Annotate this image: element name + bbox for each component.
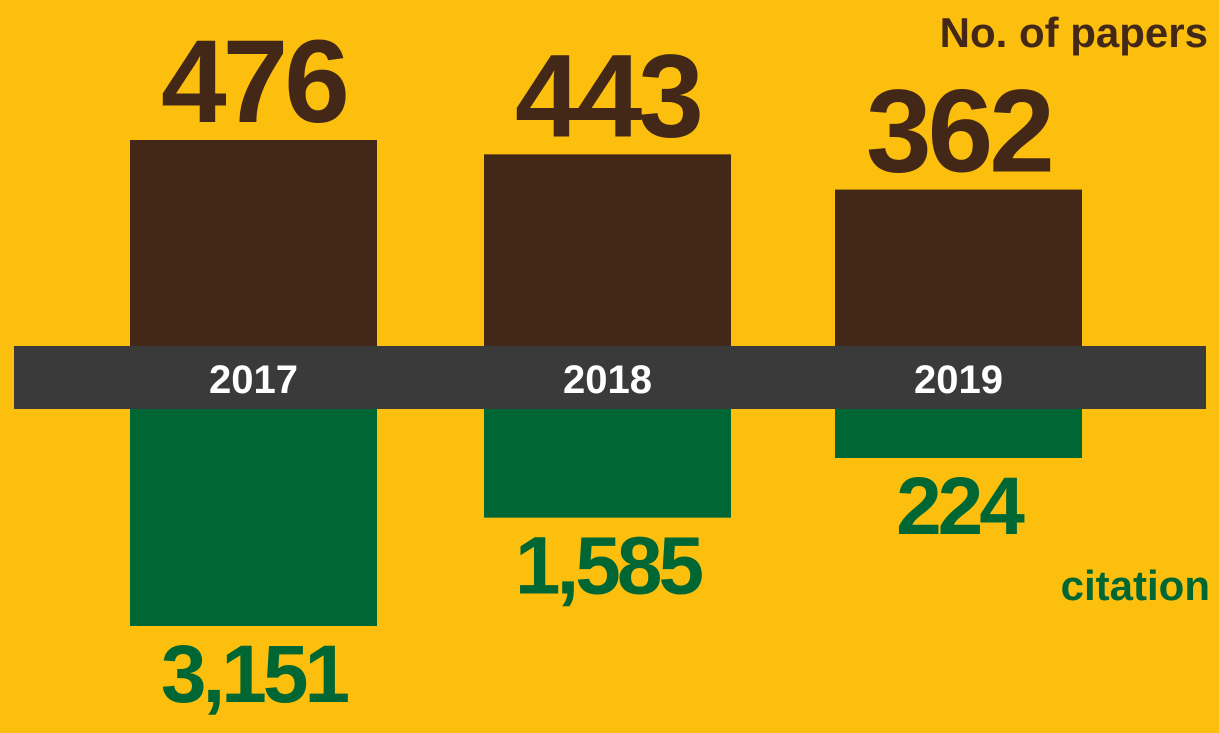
papers-bars <box>130 140 1082 347</box>
papers-bar-2017 <box>130 140 377 347</box>
papers-series-label: No. of papers <box>940 9 1208 56</box>
citation-value-label-2018: 1,585 <box>515 521 703 612</box>
papers-value-labels: 476 443 362 <box>161 16 1055 198</box>
year-labels: 2017 2018 2019 <box>209 358 1003 402</box>
papers-value-label-2019: 362 <box>866 66 1051 198</box>
citation-bar-2017 <box>130 408 377 626</box>
citation-bar-2018 <box>484 408 731 518</box>
citation-series-label: citation <box>1061 562 1210 609</box>
papers-bar-2018 <box>484 154 731 347</box>
papers-value-label-2017: 476 <box>161 16 346 148</box>
citation-value-label-2017: 3,151 <box>161 629 349 720</box>
citation-value-label-2019: 224 <box>896 461 1025 552</box>
year-axis-band <box>14 346 1206 409</box>
year-label-2019: 2019 <box>914 358 1003 402</box>
citation-value-labels: 3,151 1,585 224 <box>161 461 1029 720</box>
year-label-2017: 2017 <box>209 358 298 402</box>
year-label-2018: 2018 <box>563 358 652 402</box>
citation-bars <box>130 408 1082 626</box>
citation-bar-2019 <box>835 408 1082 458</box>
papers-value-label-2018: 443 <box>515 30 700 162</box>
papers-bar-2019 <box>835 189 1082 347</box>
